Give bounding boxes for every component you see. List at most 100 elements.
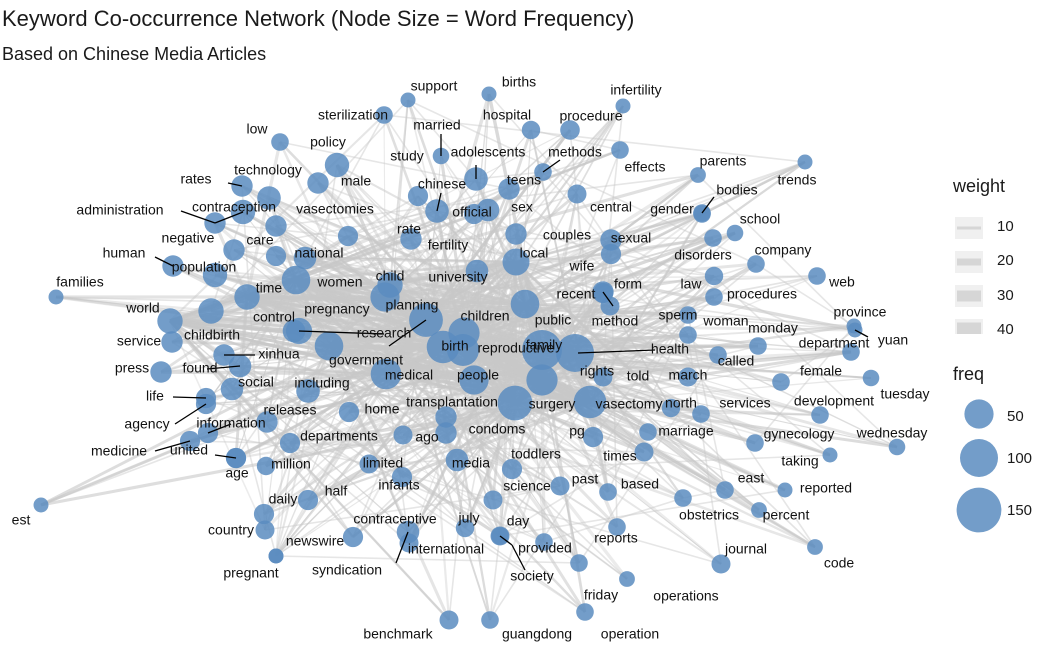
node-wednesday — [888, 438, 906, 456]
legend-freq-key — [964, 399, 994, 429]
edge — [515, 260, 856, 332]
node-label-including: including — [294, 375, 349, 391]
node-female — [772, 373, 790, 391]
edge — [524, 236, 714, 306]
node-label-benchmark: benchmark — [363, 626, 433, 642]
node-east — [716, 481, 734, 499]
node-label-male: male — [341, 173, 372, 189]
edge — [385, 372, 591, 404]
node-children — [448, 317, 480, 349]
edge — [368, 463, 722, 565]
edge — [697, 174, 856, 331]
node-label-contraception: contraception — [192, 199, 276, 215]
node-label-children: children — [460, 308, 509, 324]
node-monday — [749, 337, 767, 355]
node-label-provided: provided — [518, 540, 572, 556]
node-provided — [535, 533, 553, 551]
node-child — [377, 272, 403, 298]
chart-title: Keyword Co-occurrence Network (Node Size… — [2, 6, 635, 31]
node-home — [338, 401, 360, 423]
edge — [524, 303, 759, 347]
edge — [541, 348, 898, 449]
edge — [275, 379, 543, 557]
node-label-social: social — [238, 374, 274, 390]
node-label-tuesday: tuesday — [880, 386, 929, 402]
node-label-bodies: bodies — [716, 182, 757, 198]
node-label-policy: policy — [310, 134, 346, 150]
node-label-sexual: sexual — [611, 230, 651, 246]
node-international — [399, 533, 419, 553]
node-label-united: united — [170, 442, 208, 458]
node-support — [400, 92, 416, 108]
node-label-planning: planning — [386, 297, 439, 313]
node-label-human: human — [103, 245, 146, 261]
node-country — [255, 520, 275, 540]
node-procedure — [560, 120, 580, 140]
leader-bodies — [701, 196, 715, 214]
leader-planning — [388, 319, 427, 347]
node-label-fertility: fertility — [428, 237, 468, 253]
node-journal — [711, 554, 731, 574]
edge — [335, 164, 392, 286]
node-effects — [611, 141, 629, 159]
edge — [499, 413, 702, 537]
leader-family — [577, 349, 656, 354]
node-label-disorders: disorders — [674, 247, 732, 263]
node-limited — [359, 454, 379, 474]
edge — [589, 263, 757, 403]
node-label-science: science — [503, 478, 551, 494]
node-label-july: july — [457, 510, 479, 526]
node-low — [271, 133, 289, 151]
node-label-press: press — [115, 360, 149, 376]
node-label-support: support — [411, 78, 458, 94]
node-label-transplantation: transplantation — [406, 394, 498, 410]
node-label-medicine: medicine — [91, 443, 147, 459]
node-releases — [256, 411, 278, 433]
node-label-sperm: sperm — [659, 307, 698, 323]
node-label-releases: releases — [264, 402, 317, 418]
node-ago — [393, 425, 413, 445]
node-people — [459, 365, 489, 395]
node-label-found: found — [182, 360, 217, 376]
node-label-wife: wife — [569, 258, 595, 274]
edge — [436, 210, 517, 263]
node-label-low: low — [246, 121, 268, 137]
node-operation — [576, 603, 594, 621]
edge — [499, 489, 786, 537]
node-label-taking: taking — [781, 453, 818, 469]
node-layer — [33, 86, 906, 630]
label-layer: support births infertility low sterilization… — [12, 74, 930, 642]
node-label-reported: reported — [800, 480, 852, 496]
node-wife — [600, 243, 622, 265]
node-label-half: half — [325, 483, 348, 499]
edge — [384, 373, 502, 537]
node-label-chinese: chinese — [418, 176, 466, 192]
node-label-pregnant: pregnant — [223, 565, 278, 581]
node-label-form: form — [614, 276, 642, 292]
node-label-service: service — [117, 333, 162, 349]
legend-weight-40: 40 — [997, 321, 1014, 338]
edge — [540, 379, 546, 543]
node-label-procedures: procedures — [727, 286, 797, 302]
leader-life — [172, 396, 207, 399]
node-label-technology: technology — [234, 162, 302, 178]
node-label-agency: agency — [124, 416, 169, 432]
edge — [169, 302, 526, 323]
node-label-birth: birth — [441, 338, 468, 354]
edge — [442, 346, 786, 491]
node-trends — [797, 154, 813, 170]
node-teens — [498, 178, 520, 200]
edge — [275, 432, 447, 557]
node-service — [161, 331, 183, 353]
node-family — [522, 330, 562, 370]
edge — [169, 319, 387, 376]
node-label-international: international — [408, 541, 484, 557]
node-label-parents: parents — [700, 153, 747, 169]
edge — [515, 105, 624, 235]
edge — [574, 352, 702, 415]
legend-freq-100: 100 — [1007, 450, 1033, 467]
node-local — [502, 248, 530, 276]
node-label-life: life — [146, 388, 164, 404]
legend-freq-150: 150 — [1007, 502, 1033, 519]
edge — [514, 401, 609, 494]
